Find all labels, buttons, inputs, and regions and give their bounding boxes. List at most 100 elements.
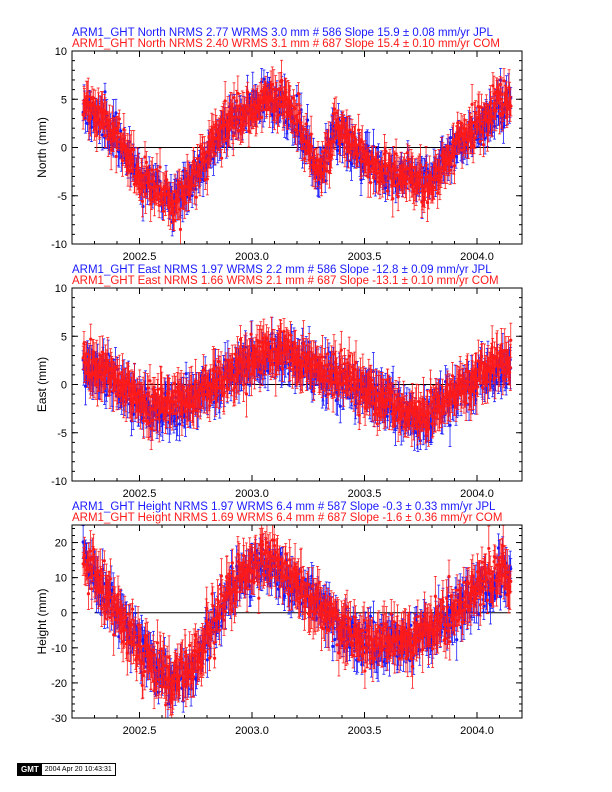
data-point: [181, 193, 185, 197]
data-point: [114, 154, 118, 159]
data-point: [178, 207, 182, 211]
data-point: [348, 150, 353, 155]
data-point: [222, 137, 227, 141]
data-point: [150, 168, 154, 172]
data-point: [394, 152, 398, 156]
data-point: [489, 101, 493, 105]
data-point: [232, 95, 236, 100]
data-point: [143, 155, 147, 159]
data-point: [304, 149, 308, 153]
data-point: [432, 186, 436, 190]
data-point: [205, 177, 209, 181]
data-point: [236, 91, 240, 95]
data-point: [219, 126, 223, 131]
data-point: [470, 102, 474, 106]
data-point: [161, 209, 166, 214]
data-point: [276, 113, 281, 117]
data-point: [384, 149, 388, 154]
data-point: [198, 178, 202, 182]
data-point: [343, 146, 347, 150]
data-point: [470, 131, 475, 135]
data-point: [144, 160, 148, 164]
data-point: [263, 94, 267, 98]
data-point: [141, 204, 145, 209]
data-point: [300, 146, 304, 151]
data-point: [448, 168, 452, 172]
data-point: [142, 173, 146, 177]
data-point: [119, 129, 123, 133]
data-point: [141, 183, 145, 188]
data-point: [405, 151, 409, 155]
data-point: [404, 174, 408, 178]
data-point: [281, 112, 285, 116]
data-point: [349, 162, 354, 166]
data-point: [262, 77, 266, 81]
data-point: [305, 118, 310, 122]
data-point: [356, 153, 360, 157]
data-point: [418, 163, 423, 167]
panel-north: ARM1_GHT North NRMS 2.77 WRMS 3.0 mm # 5…: [35, 27, 523, 263]
data-point: [113, 126, 118, 130]
data-point: [228, 128, 232, 132]
data-point: [474, 111, 478, 115]
data-point: [171, 200, 175, 204]
data-point: [404, 182, 409, 186]
data-point: [310, 144, 314, 148]
data-point: [206, 157, 210, 161]
data-point: [100, 133, 104, 137]
data-point: [424, 163, 428, 168]
data-point: [304, 122, 308, 126]
data-point: [488, 119, 492, 123]
data-point: [220, 156, 224, 160]
data-point: [95, 130, 99, 135]
data-point: [116, 135, 120, 139]
data-point: [371, 175, 376, 179]
data-point: [458, 140, 462, 144]
data-point: [295, 131, 299, 135]
data-point: [106, 137, 110, 142]
data-point: [478, 139, 482, 144]
data-point: [357, 128, 361, 132]
data-point: [464, 142, 468, 147]
data-point: [396, 195, 400, 199]
data-point: [140, 199, 145, 203]
data-point: [419, 175, 423, 179]
data-point: [425, 200, 430, 205]
data-point: [213, 152, 217, 156]
data-point: [449, 136, 453, 140]
data-group: [81, 59, 513, 244]
data-point: [445, 162, 449, 166]
data-point: [383, 165, 387, 169]
data-point: [360, 160, 364, 164]
data-point: [332, 107, 337, 111]
data-point: [382, 180, 386, 184]
data-point: [421, 185, 425, 189]
data-point: [484, 106, 488, 110]
data-point: [104, 133, 108, 137]
data-point: [302, 157, 307, 161]
data-point: [335, 148, 340, 153]
data-point: [128, 169, 132, 173]
data-point: [144, 192, 148, 196]
data-point: [114, 111, 118, 115]
data-point: [284, 90, 288, 94]
data-point: [296, 118, 300, 123]
data-point: [407, 157, 411, 161]
data-point: [158, 165, 162, 169]
data-point: [292, 121, 296, 125]
data-point: [277, 87, 281, 91]
data-point: [178, 227, 183, 231]
data-point: [272, 87, 276, 91]
data-point: [125, 147, 129, 151]
data-point: [452, 155, 456, 159]
data-point: [348, 128, 352, 132]
data-point: [334, 111, 338, 115]
data-point: [249, 107, 254, 111]
data-point: [492, 124, 497, 128]
data-point: [132, 148, 136, 152]
data-point: [369, 181, 373, 185]
data-point: [260, 115, 264, 119]
data-point: [130, 169, 135, 174]
panel-title-line: ARM1_GHT North NRMS 2.77 WRMS 3.0 mm # 5…: [72, 27, 493, 39]
